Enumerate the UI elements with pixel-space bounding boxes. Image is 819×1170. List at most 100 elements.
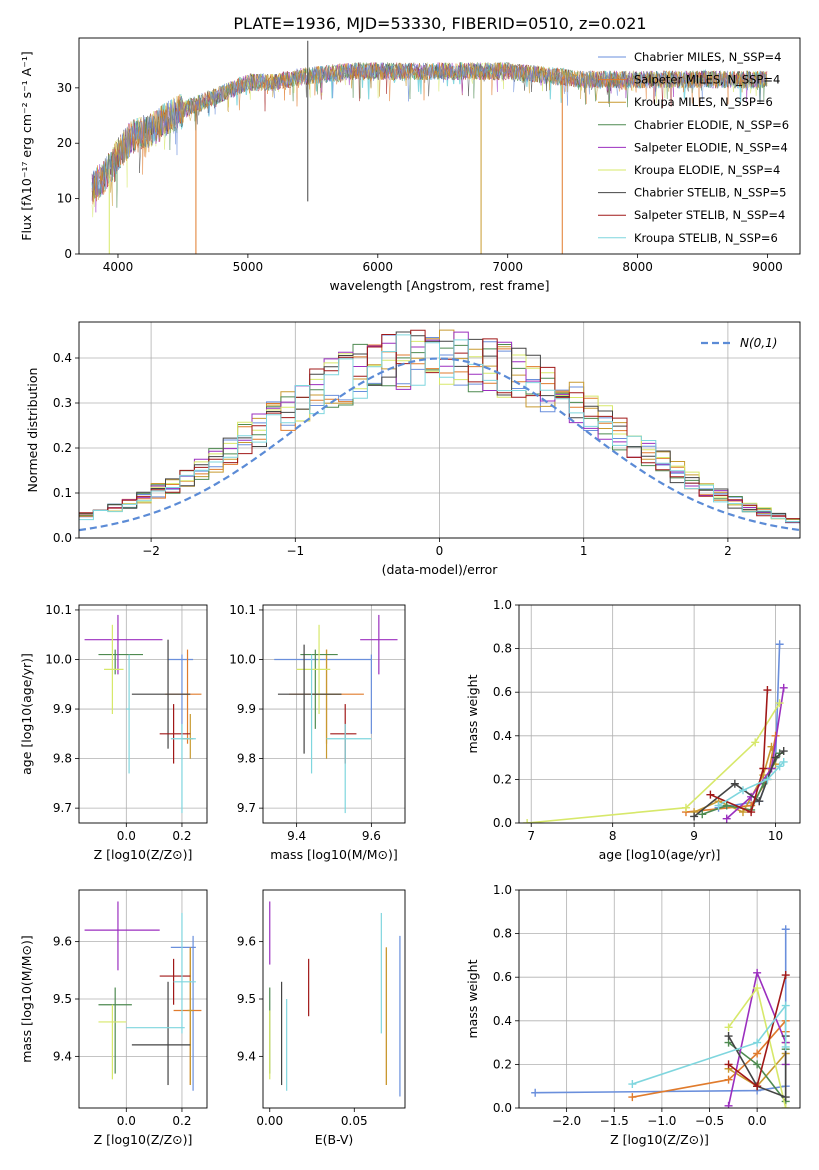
y-tick-label: 9.9 xyxy=(237,702,256,716)
plot-area xyxy=(269,901,401,1097)
plot-area xyxy=(84,614,202,814)
mass-weight-marker xyxy=(775,762,784,771)
legend-entry: Chabrier STELIB, N_SSP=5 xyxy=(634,186,786,200)
legend-entry: Chabrier MILES, N_SSP=4 xyxy=(634,50,781,64)
axes-frame xyxy=(78,604,208,824)
x-tick-label: −2 xyxy=(142,544,160,558)
histogram-step xyxy=(79,331,800,526)
plot-area xyxy=(531,925,790,1108)
plot-area xyxy=(523,640,788,823)
x-tick-label: −1 xyxy=(286,544,304,558)
spectrum-series-line xyxy=(91,62,768,196)
y-tick-label: 0.3 xyxy=(53,396,72,410)
y-tick-label: 9.7 xyxy=(237,801,256,815)
mass-weight-marker xyxy=(730,779,739,788)
y-tick-label: 9.5 xyxy=(237,992,256,1006)
axes-frame xyxy=(518,889,801,1109)
mass-weight-marker xyxy=(751,738,760,747)
x-axis-label: Z [log10(Z/Z⊙)] xyxy=(610,1132,709,1147)
normal-reference-curve xyxy=(79,357,800,532)
x-tick-label: 7 xyxy=(527,829,535,843)
massweight-vs-age-panel: 7 8 9 10 0.0 0.2 0.4 0.6 0.8 1.0 age [log10(age/yr… xyxy=(465,598,801,862)
x-tick-label: 0.05 xyxy=(341,1114,368,1128)
residuals-panel: −2 −1 0 1 2 0.0 0.1 0.2 0.3 0.4 (data-model)/error… xyxy=(25,321,801,577)
y-tick-label: 0.0 xyxy=(493,816,512,830)
y-tick-label: 9.6 xyxy=(237,935,256,949)
y-tick-label: 0 xyxy=(64,247,72,261)
mass-weight-marker xyxy=(722,814,731,823)
x-tick-label: 9 xyxy=(690,829,698,843)
mass-weight-line xyxy=(727,1035,787,1099)
histogram-step xyxy=(79,331,800,523)
mass-weight-marker xyxy=(724,1101,733,1108)
y-tick-label: 0.6 xyxy=(493,970,512,984)
y-tick-label: 9.5 xyxy=(53,992,72,1006)
x-axis-label: wavelength [Angstrom, rest frame] xyxy=(329,278,549,293)
x-tick-label: 10 xyxy=(768,829,783,843)
mass-weight-marker xyxy=(775,699,784,708)
mass-weight-marker xyxy=(753,1082,762,1091)
mass-weight-line xyxy=(710,689,769,814)
mass-weight-marker xyxy=(781,1104,790,1108)
plot-area xyxy=(84,901,202,1091)
x-tick-label: 2 xyxy=(724,544,732,558)
legend-entry: Chabrier ELODIE, N_SSP=6 xyxy=(634,118,789,132)
y-tick-label: 20 xyxy=(57,136,72,150)
x-tick-label: 5000 xyxy=(233,260,264,274)
legend-entry: Salpeter STELIB, N_SSP=4 xyxy=(634,208,785,222)
mass-weight-marker xyxy=(779,757,788,766)
y-tick-label: 9.9 xyxy=(53,702,72,716)
residuals-legend: N(0,1) xyxy=(701,336,777,350)
x-tick-label: 4000 xyxy=(103,260,134,274)
y-axis-label: Flux [fλ10⁻¹⁷ erg cm⁻² s⁻¹ A⁻¹] xyxy=(19,51,34,240)
mass-weight-marker xyxy=(755,797,764,806)
axes-frame xyxy=(78,889,208,1109)
spectrum-panel: 4000 5000 6000 7000 8000 9000 0 10 20 30 wavelengt… xyxy=(19,37,801,293)
x-tick-label: 0.00 xyxy=(256,1114,283,1128)
spectrum-legend: Chabrier MILES, N_SSP=4 Salpeter MILES, N… xyxy=(598,50,789,245)
axes-frame xyxy=(518,604,801,824)
legend-entry: Kroupa STELIB, N_SSP=6 xyxy=(634,231,778,245)
y-tick-label: 0.2 xyxy=(493,772,512,786)
y-tick-label: 0.4 xyxy=(493,1014,512,1028)
mass-weight-marker xyxy=(771,753,780,762)
y-tick-label: 10.0 xyxy=(229,653,256,667)
x-tick-label: 0.0 xyxy=(748,1114,767,1128)
legend-entry: Kroupa ELODIE, N_SSP=4 xyxy=(634,163,780,177)
plot-area xyxy=(79,329,800,532)
legend-entry: Kroupa MILES, N_SSP=6 xyxy=(634,95,773,109)
mass-weight-line xyxy=(718,644,781,809)
mass-weight-marker xyxy=(781,1093,790,1102)
y-axis-label: mass [log10(M/M⊙)] xyxy=(19,935,34,1063)
mass-weight-marker xyxy=(775,640,784,649)
y-tick-label: 10.1 xyxy=(229,603,256,617)
mass-vs-ebv-panel: 0.00 0.05 9.4 9.5 9.6 E(B-V) xyxy=(237,889,406,1147)
y-tick-label: 0.1 xyxy=(53,486,72,500)
mass-weight-marker xyxy=(690,812,699,821)
massweight-vs-metallicity-panel: −2.0 −1.5 −1.0 −0.5 0.0 0.0 0.2 0.4 0.6 0.8 1.0 Z [… xyxy=(465,883,801,1147)
x-tick-label: −0.5 xyxy=(695,1114,724,1128)
y-tick-label: 9.6 xyxy=(53,935,72,949)
y-axis-label: mass weight xyxy=(465,674,480,753)
y-tick-label: 9.8 xyxy=(53,752,72,766)
mass-weight-marker xyxy=(781,1001,790,1010)
axes-frame xyxy=(78,37,801,255)
x-tick-label: 0.0 xyxy=(117,1114,136,1128)
x-tick-label: −1.0 xyxy=(647,1114,676,1128)
x-axis-label: (data-model)/error xyxy=(382,562,499,577)
y-tick-label: 0.8 xyxy=(493,927,512,941)
y-tick-label: 10.0 xyxy=(45,653,72,667)
y-tick-label: 0.6 xyxy=(493,685,512,699)
x-tick-label: 0.2 xyxy=(172,829,191,843)
y-tick-label: 0.2 xyxy=(53,441,72,455)
y-tick-label: 9.7 xyxy=(53,801,72,815)
mass-weight-marker xyxy=(738,786,747,795)
x-axis-label: E(B-V) xyxy=(315,1132,354,1147)
axes-frame xyxy=(78,321,801,539)
mass-weight-marker xyxy=(753,1049,762,1058)
mass-weight-marker xyxy=(722,801,731,810)
x-tick-label: −2.0 xyxy=(552,1114,581,1128)
y-axis-label: mass weight xyxy=(465,959,480,1038)
mass-weight-marker xyxy=(781,925,790,934)
